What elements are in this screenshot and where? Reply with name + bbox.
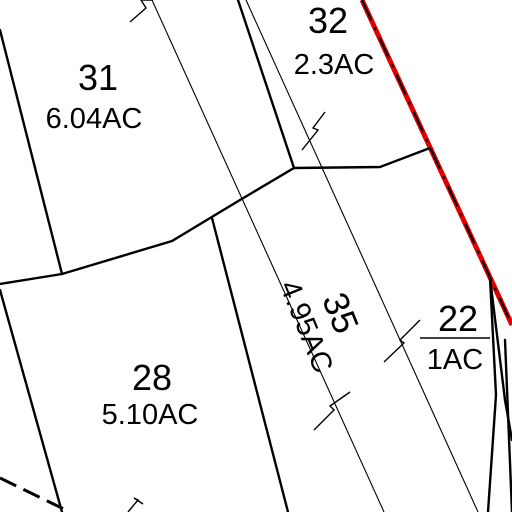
lot-line [488, 276, 507, 402]
lot-line [210, 216, 290, 512]
svg-text:1AC: 1AC [427, 344, 483, 376]
lot-line [486, 393, 498, 512]
tick-mark [129, 0, 153, 23]
tick-marks [127, 0, 421, 512]
lot-line [0, 28, 64, 276]
lot-28-label: 28 5.10AC [102, 357, 199, 431]
tick-mark [301, 111, 326, 151]
svg-text:32: 32 [308, 0, 348, 41]
property-boundary [359, 0, 512, 327]
row-line [151, 0, 385, 512]
lot-line [236, 0, 296, 170]
tick-mark [313, 391, 351, 431]
lot-line [488, 276, 498, 397]
lot-line [0, 288, 64, 512]
svg-text:28: 28 [132, 357, 172, 398]
lot-22-label: 22 1AC [427, 298, 483, 376]
svg-text:6.04AC: 6.04AC [46, 103, 143, 135]
tick-mark [127, 497, 144, 512]
lot-line [503, 338, 512, 512]
tick-mark [383, 319, 421, 363]
dashed-line [0, 476, 71, 512]
svg-text:22: 22 [438, 298, 478, 339]
lot-line [0, 146, 432, 286]
lot-31-label: 31 6.04AC [46, 57, 143, 135]
svg-text:5.10AC: 5.10AC [102, 399, 199, 431]
lot-32-label: 32 2.3AC [294, 0, 375, 81]
svg-text:31: 31 [78, 57, 118, 98]
lot-35-label: 35 4.95AC [273, 276, 367, 378]
row-lines [151, 0, 479, 512]
row-line [245, 0, 479, 512]
svg-text:2.3AC: 2.3AC [294, 49, 375, 81]
